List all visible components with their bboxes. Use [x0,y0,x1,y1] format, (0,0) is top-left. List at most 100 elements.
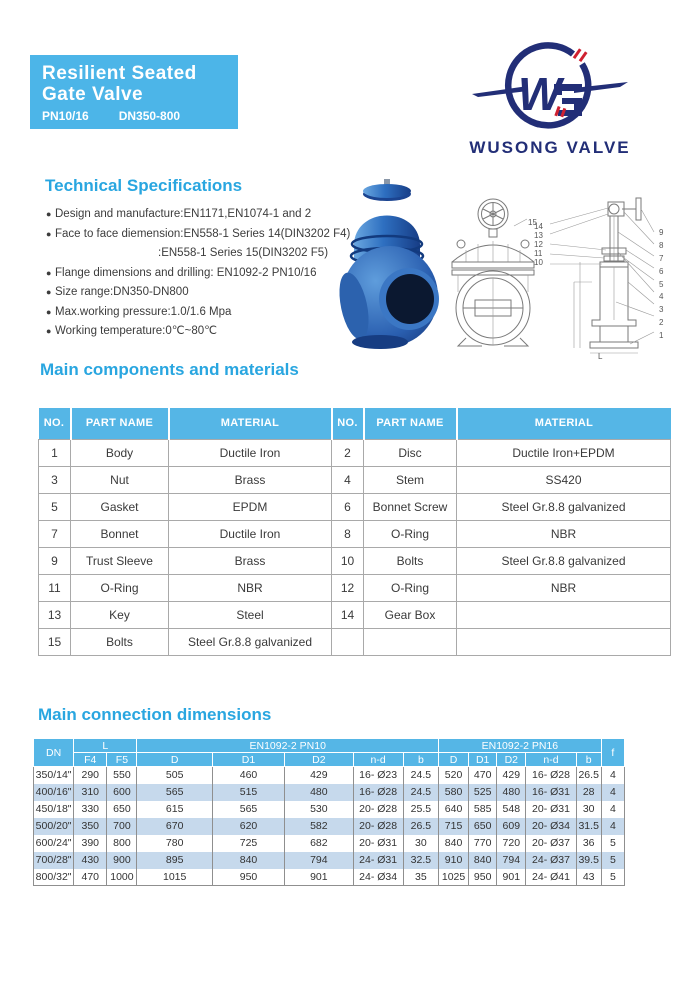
table-cell: 715 [437,817,470,835]
col-d-pn16: D [437,752,470,767]
table-cell: 580 [437,783,470,801]
table-cell: 430 [73,851,108,869]
table-cell: 24- Ø34 [352,868,404,886]
col-d1-pn16: D1 [468,752,498,767]
dimensions-table: DN L EN1092-2 PN10 EN1092-2 PN16 f F4 F5… [32,738,626,886]
table-row: 1 Body Ductile Iron 2 Disc Ductile Iron+EPDM [38,438,671,467]
table-cell: 640 [437,800,470,818]
table-cell: 24- Ø37 [525,851,577,869]
table-cell: EPDM [168,492,332,521]
table-cell: 4 [600,783,626,801]
table-row: 800/32" 470 1000 1015 950 901 24- Ø34 35 1025 950… [32,868,626,886]
table-cell: 16- Ø28 [525,766,577,784]
dim-label-l: L [598,352,603,361]
table-cell: 20- Ø37 [525,834,577,852]
table-cell: 20- Ø34 [525,817,577,835]
table-cell: 14 [331,600,364,629]
table-cell: 840 [468,851,498,869]
part-label: 12 [534,240,543,249]
table-cell: 450/18" [32,800,75,818]
table-row: 350/14" 290 550 505 460 429 16- Ø23 24.5 520 470 4… [32,766,626,784]
table-cell: 585 [468,800,498,818]
part-label: 6 [659,266,664,276]
components-header-row: NO. PART NAME MATERIAL NO. PART NAME MATERIAL [38,408,671,439]
table-cell: 910 [437,851,470,869]
table-cell: 505 [136,766,213,784]
bullet-icon: ● [46,326,52,336]
table-cell: 950 [468,868,498,886]
table-cell: 16- Ø31 [525,783,577,801]
table-cell: SS420 [456,465,671,494]
pressure-rating: PN10/16 [42,109,89,123]
company-logo: W WUSONG VALVE [455,42,645,158]
part-label: 5 [659,279,664,289]
col-group-l: L [73,738,138,753]
part-label: 3 [659,305,664,315]
table-cell: O-Ring [363,519,457,548]
bullet-icon: ● [46,267,52,278]
bullet-icon: ● [46,306,52,317]
col-d-pn10: D [136,752,213,767]
table-cell: 800/32" [32,868,75,886]
tech-specs-heading: Technical Specifications [45,176,243,195]
table-cell: 5 [38,492,71,521]
table-cell: 600 [106,783,138,801]
table-cell: 4 [600,800,626,818]
spec-text: Max.working pressure:1.0/1.6 Mpa [55,305,232,318]
section-right-part-labels: 9 8 7 6 5 4 3 2 1 [659,228,663,340]
table-cell: 8 [331,519,364,548]
table-cell: Steel Gr.8.8 galvanized [456,546,671,575]
col-group-pn16: EN1092-2 PN16 [437,738,602,753]
table-cell: Nut [70,465,169,494]
table-cell: 290 [73,766,108,784]
spec-text: Face to face diemension:EN558-1 Series 1… [55,227,351,240]
table-cell: 39.5 [575,851,602,869]
table-cell: 310 [73,783,108,801]
table-cell: Bolts [363,546,457,575]
table-cell: 895 [136,851,213,869]
table-cell: 3 [38,465,71,494]
table-cell: 901 [496,868,527,886]
table-cell: 480 [284,783,354,801]
table-cell: 26.5 [402,817,439,835]
col-nd-pn10: n-d [352,752,404,767]
table-cell: O-Ring [363,573,457,602]
table-cell: 520 [437,766,470,784]
table-cell: 1015 [136,868,213,886]
wusong-logo-icon: W [472,42,628,129]
table-cell: 525 [468,783,498,801]
table-cell: Ductile Iron+EPDM [456,438,671,467]
table-cell: 620 [211,817,286,835]
table-row: 9 Trust Sleeve Brass 10 Bolts Steel Gr.8.8 ga… [38,546,671,575]
table-row: 5 Gasket EPDM 6 Bonnet Screw Steel Gr.8.8 gal… [38,492,671,521]
table-cell: Stem [363,465,457,494]
components-table: NO. PART NAME MATERIAL NO. PART NAME MATERIAL… [38,408,671,656]
dimensions-heading: Main connection dimensions [38,705,272,724]
part-label: 10 [534,258,543,267]
table-row: 450/18" 330 650 615 565 530 20- Ø28 25.5 640 585 5… [32,800,626,818]
table-cell: 770 [468,834,498,852]
valve-front-drawing [451,198,535,347]
spec-text: Design and manufacture:EN1171,EN1074-1 a… [55,208,312,220]
table-cell: 16- Ø23 [352,766,404,784]
table-cell: 20- Ø28 [352,817,404,835]
table-cell: 10 [331,546,364,575]
table-cell: 43 [575,868,602,886]
table-cell: O-Ring [70,573,169,602]
size-rating: DN350-800 [118,109,181,123]
bullet-icon: ● [46,228,52,239]
product-title-line2: Gate Valve [42,84,144,105]
table-cell: 615 [136,800,213,818]
table-cell: Bolts [70,627,169,656]
col-dn: DN [32,738,75,767]
spec-item: :EN558-1 Series 15(DIN3202 F5) [46,244,356,264]
table-cell: 30 [575,800,602,818]
spec-item: ● Flange dimensions and drilling: EN1092… [46,264,356,284]
table-cell: 36 [575,834,602,852]
part-label-15: 15 [528,218,537,227]
table-cell: 7 [38,519,71,548]
part-label: 1 [659,331,664,340]
table-cell [456,627,671,656]
table-cell: 600/24" [32,834,75,852]
